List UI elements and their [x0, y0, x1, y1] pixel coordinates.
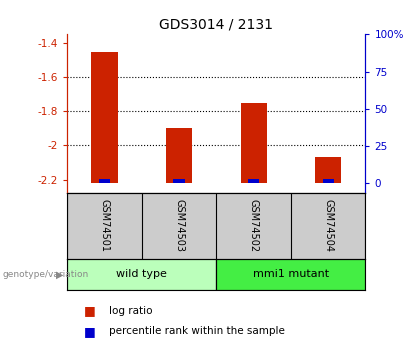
Title: GDS3014 / 2131: GDS3014 / 2131 [159, 18, 273, 32]
Text: mmi1 mutant: mmi1 mutant [253, 269, 329, 279]
Text: wild type: wild type [116, 269, 167, 279]
Text: percentile rank within the sample: percentile rank within the sample [109, 326, 285, 336]
Bar [67, 259, 216, 290]
Bar [173, 179, 185, 183]
Bar [241, 103, 267, 183]
Text: GSM74503: GSM74503 [174, 199, 184, 253]
Text: ■: ■ [84, 304, 96, 317]
Bar [99, 178, 110, 183]
Bar [315, 157, 341, 183]
Text: GSM74502: GSM74502 [249, 199, 259, 253]
Bar [248, 178, 259, 183]
Text: ▶: ▶ [55, 269, 63, 279]
Text: genotype/variation: genotype/variation [2, 270, 88, 279]
Text: GSM74501: GSM74501 [100, 199, 110, 253]
Bar [216, 259, 365, 290]
Bar [92, 51, 118, 183]
Bar [323, 179, 334, 183]
Bar [166, 128, 192, 183]
Text: log ratio: log ratio [109, 306, 153, 315]
Text: GSM74504: GSM74504 [323, 199, 333, 253]
Text: ■: ■ [84, 325, 96, 338]
